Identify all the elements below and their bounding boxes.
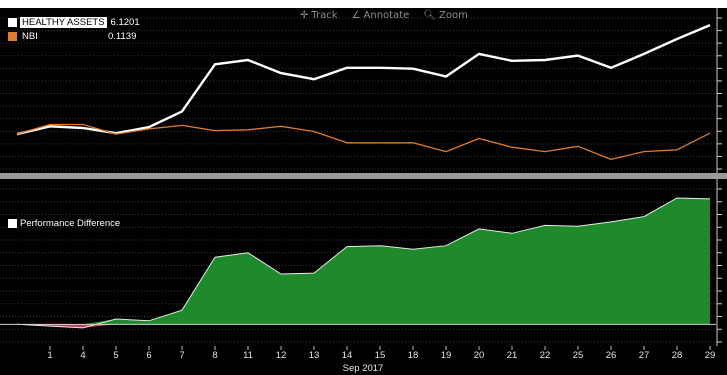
x-month-label: Sep 2017	[343, 363, 384, 374]
performance-difference-line	[16, 197, 711, 329]
performance-difference-label: Performance Difference	[20, 218, 121, 229]
x-tick-label: 26	[606, 350, 617, 361]
panel-separator	[0, 173, 727, 179]
x-tick-label: 20	[474, 350, 485, 361]
x-tick-label: 21	[507, 350, 518, 361]
zoom-label: Zoom	[439, 9, 468, 21]
legend-performance-difference[interactable]: Performance Difference	[8, 218, 120, 229]
x-tick-label: 28	[672, 350, 683, 361]
healthy-assets-label: HEALTHY ASSETS	[20, 17, 107, 28]
performance-difference-swatch	[8, 219, 17, 228]
legend-nbi[interactable]: NBI 0.1139	[8, 31, 136, 42]
pencil-icon: ∠	[351, 9, 361, 21]
x-tick-label: 29	[705, 350, 716, 361]
crosshair-icon: ✛	[300, 9, 309, 21]
legend-healthy-assets[interactable]: HEALTHY ASSETS 6.1201	[8, 17, 140, 28]
x-tick-label: 7	[179, 350, 184, 361]
nbi-swatch	[8, 32, 17, 41]
performance-difference-area	[17, 198, 710, 325]
x-tick-label: 22	[540, 350, 551, 361]
track-button[interactable]: ✛ Track	[300, 10, 338, 21]
series-line-healthy-assets	[16, 23, 711, 136]
x-tick-label: 15	[375, 350, 386, 361]
healthy-assets-swatch	[8, 18, 17, 27]
x-tick-label: 6	[146, 350, 151, 361]
x-tick-label: 25	[573, 350, 584, 361]
magnifier-icon: 🔍︎	[423, 9, 436, 21]
x-tick-label: 5	[113, 350, 118, 361]
top-strip	[0, 0, 727, 6]
x-tick-label: 4	[80, 350, 85, 361]
x-tick-label: 8	[212, 350, 217, 361]
x-axis-background	[0, 346, 727, 375]
x-tick-label: 1	[47, 350, 52, 361]
series-line-nbi	[16, 123, 711, 161]
x-tick-label: 13	[309, 350, 320, 361]
annotate-button[interactable]: ∠ Annotate	[352, 10, 410, 21]
x-tick-label: 27	[639, 350, 650, 361]
chart-toolbar: ✛ Track ∠ Annotate 🔍︎ Zoom	[300, 6, 468, 24]
nbi-label: NBI	[22, 31, 38, 42]
healthy-assets-value: 6.1201	[110, 17, 140, 28]
x-tick-label: 19	[441, 350, 452, 361]
nbi-value: 0.1139	[108, 31, 137, 42]
x-tick-label: 12	[276, 350, 287, 361]
zoom-button[interactable]: 🔍︎ Zoom	[423, 10, 468, 21]
x-tick-label: 18	[408, 350, 419, 361]
track-label: Track	[311, 9, 338, 21]
x-tick-label: 14	[342, 350, 353, 361]
top-panel-background	[0, 8, 727, 173]
annotate-label: Annotate	[363, 9, 410, 21]
x-tick-label: 11	[243, 350, 253, 361]
